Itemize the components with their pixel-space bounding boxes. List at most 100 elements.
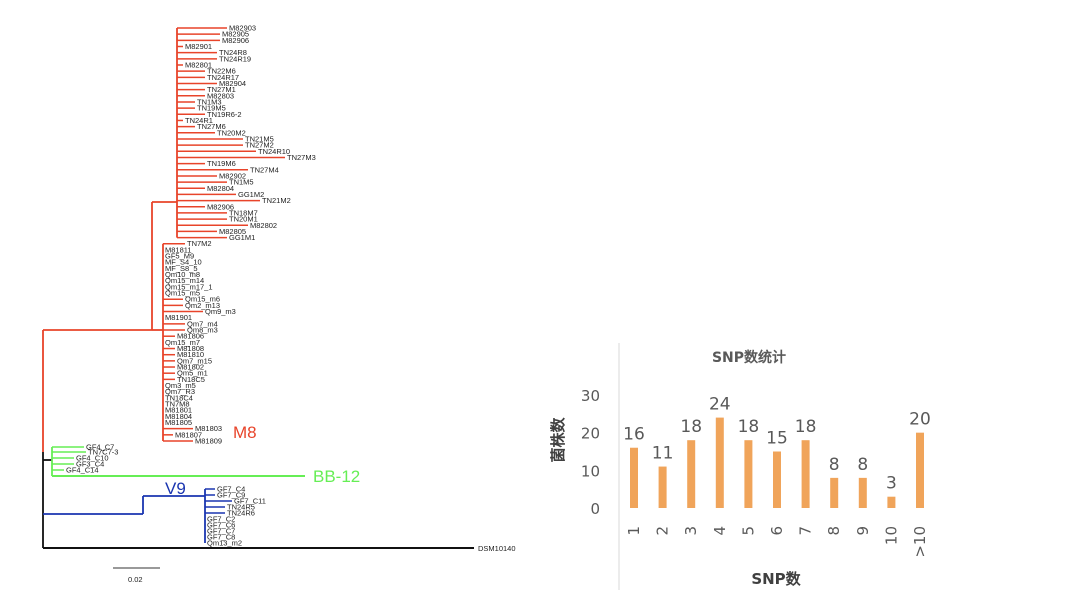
bar (687, 440, 696, 508)
bar (630, 447, 638, 508)
leaf-label: GF4_C10 (76, 454, 109, 463)
leaf-label: TN24R5 (227, 503, 255, 512)
leaf-label: M82802 (250, 221, 277, 230)
leaf-label: TN27M4 (250, 165, 279, 174)
leaf-label: TN19M5 (197, 104, 226, 113)
x-axis-title: SNP数 (751, 570, 801, 588)
leaf-label: TN24R1 (185, 116, 213, 125)
leaf-label: Qm15_m5 (165, 289, 200, 298)
x-tick-label: 5 (739, 526, 757, 536)
leaf-label: TN7M8 (165, 400, 190, 409)
leaf-label: GF7_C6 (207, 521, 235, 530)
bar (830, 477, 839, 508)
leaf-label: M81804 (165, 412, 192, 421)
leaf-label: GG1M2 (238, 190, 264, 199)
clade-label-v9: V9 (165, 479, 186, 498)
leaf-label: MF_S4_10 (165, 258, 202, 267)
outgroup-label: DSM10140 (478, 544, 516, 553)
x-tick-label: 3 (682, 526, 700, 536)
leaf-label: Qm10_m8 (165, 270, 200, 279)
leaf-label: M81808 (177, 344, 204, 353)
x-axis-ticks: 1 2 3 4 5 6 7 8 9 10 >10 (625, 526, 929, 558)
x-tick-label: 10 (882, 526, 900, 545)
bar-value-label: 8 (829, 455, 840, 475)
x-tick-label: 6 (768, 526, 786, 536)
y-tick-label: 20 (581, 425, 600, 443)
leaf-label: TN20M2 (217, 128, 246, 137)
leaf-label: TN7C7-3 (88, 448, 118, 457)
leaf-label: M81806 (177, 332, 204, 341)
leaf-label: M82805 (219, 227, 246, 236)
leaf-label: Qm15_m14 (165, 276, 204, 285)
leaf-label: TN19R6-2 (207, 110, 242, 119)
leaf-label: Qm2_m13 (185, 301, 220, 310)
y-tick-label: 0 (590, 500, 600, 518)
leaf-label: M82903 (229, 24, 256, 33)
leaf-label: Qm15_m17_1 (165, 282, 213, 291)
leaf-label: MF_S8_5 (165, 264, 198, 273)
y-axis-title: 菌株数 (549, 417, 567, 463)
leaf-label: GF7_C9 (217, 491, 245, 500)
leaf-label: M81805 (165, 418, 192, 427)
leaf-label: Qm15_m7 (165, 338, 200, 347)
leaf-label: Qm13_m2 (207, 539, 242, 548)
leaf-label: M82905 (222, 30, 249, 39)
leaf-label: TN27M3 (287, 153, 316, 162)
bar-value-label: 18 (738, 417, 760, 437)
leaf-label: M81901 (165, 313, 192, 322)
bars (630, 417, 924, 508)
bar (773, 451, 781, 508)
leaf-label: TN20M1 (229, 215, 258, 224)
bar-value-label: 11 (652, 444, 674, 464)
leaf-label: TN24R8 (219, 48, 247, 57)
clade-label-bb12: BB-12 (313, 467, 360, 486)
leaf-label: M82801 (185, 60, 212, 69)
y-tick-label: 30 (581, 387, 600, 405)
x-tick-label: 4 (711, 526, 729, 536)
bar (801, 440, 810, 508)
bar-value-label: 3 (886, 474, 897, 494)
leaf-label: GF7_C2 (207, 515, 235, 524)
x-tick-label: 8 (825, 526, 843, 536)
leaf-label: TN18C4 (165, 393, 193, 402)
leaf-label: TN27M2 (245, 141, 274, 150)
leaf-label: Qm7_R3 (165, 387, 195, 396)
leaf-label: TN24R19 (219, 54, 251, 63)
chart-title: SNP数统计 (712, 349, 786, 366)
leaf-label: GF7_C8 (207, 533, 235, 542)
leaf-label: M82906 (207, 202, 234, 211)
bar (887, 496, 896, 508)
leaf-label: TN18C5 (177, 375, 205, 384)
leaf-label: TN1M5 (229, 178, 254, 187)
leaf-label: Qm8_m3 (187, 326, 218, 335)
leaf-label: TN19M6 (207, 159, 236, 168)
x-tick-label: 2 (654, 526, 672, 536)
bar (744, 440, 753, 508)
x-tick-label: 1 (625, 526, 643, 536)
bar-value-label: 16 (623, 425, 645, 445)
leaf-label: GF4_C14 (66, 466, 99, 475)
clade-label-m8: M8 (233, 423, 257, 442)
x-tick-label: 9 (854, 526, 872, 536)
bar (715, 417, 724, 508)
leaf-label: GF4_C7 (86, 443, 114, 452)
leaf-label: TN24R6 (227, 509, 255, 518)
leaf-label: M82901 (185, 42, 212, 51)
leaf-label: M81807 (175, 430, 202, 439)
x-tick-label: >10 (911, 526, 929, 558)
leaf-label: TN21M2 (262, 196, 291, 205)
bar (916, 432, 924, 508)
leaf-label: TN24R10 (258, 147, 290, 156)
leaf-label: Qm9_m3 (205, 307, 236, 316)
leaf-label: TN18M7 (229, 208, 258, 217)
leaf-label: GF5_M9 (165, 252, 194, 261)
bar (858, 477, 867, 508)
bar-value-label: 24 (709, 395, 731, 415)
leaf-label: M82906 (222, 36, 249, 45)
leaf-label: M81810 (177, 350, 204, 359)
leaf-label: TN27M6 (197, 122, 226, 131)
